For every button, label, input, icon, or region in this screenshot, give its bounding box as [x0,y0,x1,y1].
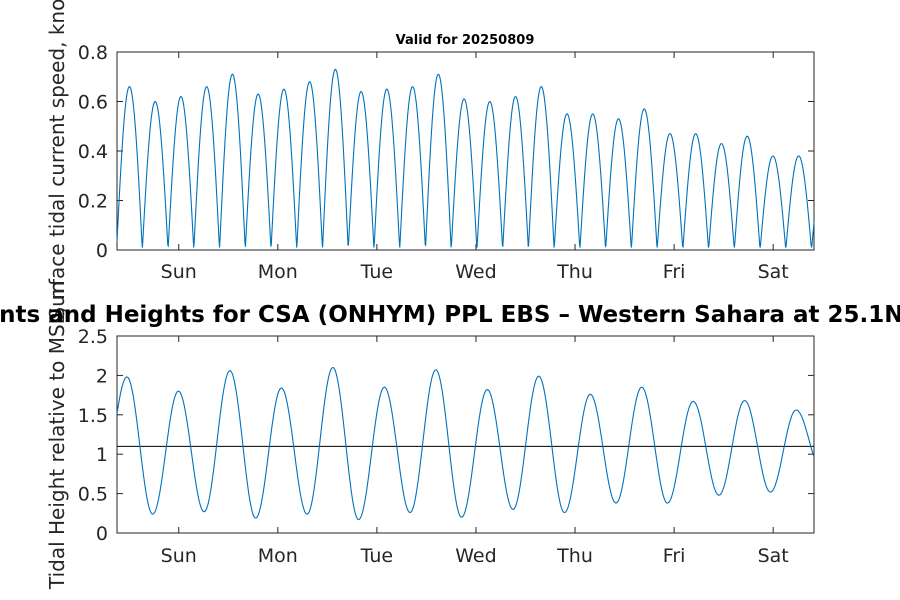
tidal-height-y-tick-label: 1 [96,444,108,466]
tidal-height-y-tick-label: 1.5 [78,405,108,427]
figure-main-title: Currents and Heights for CSA (ONHYM) PPL… [0,302,900,328]
current-speed-y-ticks: 0 0.2 0.4 0.6 0.8 [78,42,814,262]
tidal-height-x-tick-label: Wed [455,545,496,567]
current-speed-y-axis-title: Surface tidal current speed, knots [45,0,69,320]
current-speed-y-tick-label: 0.8 [78,42,108,64]
current-speed-x-tick-label: Wed [455,261,496,283]
current-speed-y-tick-label: 0 [96,240,108,262]
current-speed-x-tick-label: Sun [161,261,197,283]
current-speed-panel: Valid for 20250809 0 0.2 0.4 0.6 0.8 Sun Mon T… [45,0,815,320]
current-speed-series [116,68,815,249]
current-speed-x-tick-label: Tue [360,261,393,283]
current-speed-x-tick-label: Thu [556,261,593,283]
current-speed-x-tick-label: Fri [663,261,686,283]
tidal-height-y-axis-title: Tidal Height relative to MSL, m [45,281,69,590]
tidal-height-x-tick-label: Fri [663,545,686,567]
current-speed-y-tick-label: 0.6 [78,92,108,114]
tidal-height-x-tick-label: Mon [258,545,298,567]
tidal-height-panel: 0 0.5 1 1.5 2 2.5 Sun Mon Tue Wed Thu Fri Sat Tidal… [45,281,815,590]
tidal-height-x-tick-label: Sat [758,545,789,567]
tidal-height-series [116,366,815,521]
tidal-height-y-tick-label: 2 [96,365,108,387]
tidal-height-x-tick-label: Thu [556,545,593,567]
tidal-height-x-tick-label: Tue [360,545,393,567]
tidal-height-y-tick-label: 0.5 [78,484,108,506]
current-speed-x-tick-label: Sat [758,261,789,283]
tidal-height-x-ticks: Sun Mon Tue Wed Thu Fri Sat [161,336,789,567]
current-speed-y-tick-label: 0.4 [78,141,108,163]
current-speed-axes [116,51,815,251]
current-speed-y-tick-label: 0.2 [78,191,108,213]
tidal-height-axes [116,335,815,534]
tidal-height-y-tick-label: 0 [96,523,108,545]
current-speed-title: Valid for 20250809 [396,33,535,48]
current-speed-x-tick-label: Mon [258,261,298,283]
tidal-height-y-tick-label: 2.5 [78,326,108,348]
tidal-height-x-tick-label: Sun [161,545,197,567]
tidal-height-y-ticks: 0 0.5 1 1.5 2 2.5 [78,326,814,545]
current-speed-x-ticks: Sun Mon Tue Wed Thu Fri Sat [161,52,789,283]
